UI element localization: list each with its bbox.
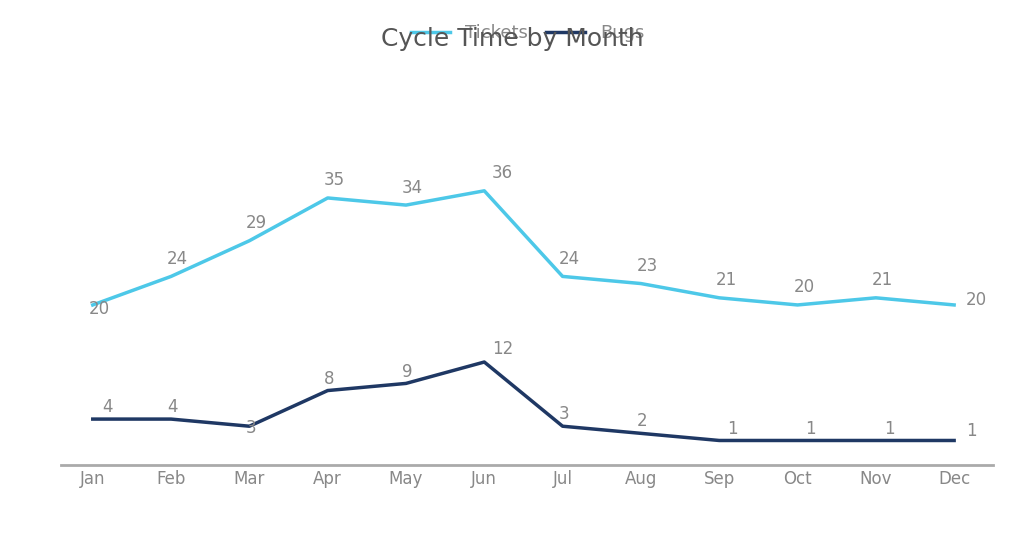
Text: 29: 29 <box>246 214 266 232</box>
Tickets <box>869 295 882 301</box>
Text: 4: 4 <box>102 398 113 416</box>
Text: 4: 4 <box>167 398 177 416</box>
Text: 3: 3 <box>246 419 256 437</box>
Text: Cycle Time by Month: Cycle Time by Month <box>381 27 643 51</box>
Tickets <box>165 273 177 280</box>
Text: 3: 3 <box>559 406 569 423</box>
Bugs <box>87 416 99 422</box>
Text: 24: 24 <box>167 250 188 268</box>
Text: 34: 34 <box>402 179 423 196</box>
Text: 35: 35 <box>324 171 345 189</box>
Text: 20: 20 <box>794 278 815 296</box>
Tickets <box>244 238 256 244</box>
Text: 20: 20 <box>89 300 110 318</box>
Tickets <box>556 273 568 280</box>
Tickets <box>792 302 804 308</box>
Bugs <box>322 387 334 394</box>
Tickets <box>713 295 725 301</box>
Text: 23: 23 <box>637 257 658 275</box>
Text: 1: 1 <box>884 419 894 438</box>
Bugs <box>948 437 961 444</box>
Text: 1: 1 <box>805 419 816 438</box>
Bugs <box>869 437 882 444</box>
Tickets <box>948 302 961 308</box>
Bugs <box>635 430 647 437</box>
Bugs <box>165 416 177 422</box>
Legend: Tickets, Bugs: Tickets, Bugs <box>403 17 651 49</box>
Text: 21: 21 <box>716 271 736 289</box>
Text: 8: 8 <box>324 370 334 388</box>
Bugs <box>792 437 804 444</box>
Text: 36: 36 <box>493 164 513 182</box>
Bugs <box>713 437 725 444</box>
Text: 9: 9 <box>402 363 413 380</box>
Bugs <box>244 423 256 430</box>
Text: 12: 12 <box>493 340 513 358</box>
Text: 24: 24 <box>559 250 580 268</box>
Bugs <box>556 423 568 430</box>
Text: 1: 1 <box>727 419 737 438</box>
Line: Bugs: Bugs <box>93 362 954 440</box>
Text: 21: 21 <box>871 271 893 289</box>
Bugs <box>478 359 490 365</box>
Text: 1: 1 <box>966 423 977 440</box>
Tickets <box>322 195 334 201</box>
Tickets <box>478 188 490 194</box>
Tickets <box>399 202 412 208</box>
Tickets <box>87 302 99 308</box>
Text: 20: 20 <box>966 291 987 309</box>
Tickets <box>635 280 647 287</box>
Text: 2: 2 <box>637 412 647 431</box>
Line: Tickets: Tickets <box>93 191 954 305</box>
Bugs <box>399 380 412 387</box>
